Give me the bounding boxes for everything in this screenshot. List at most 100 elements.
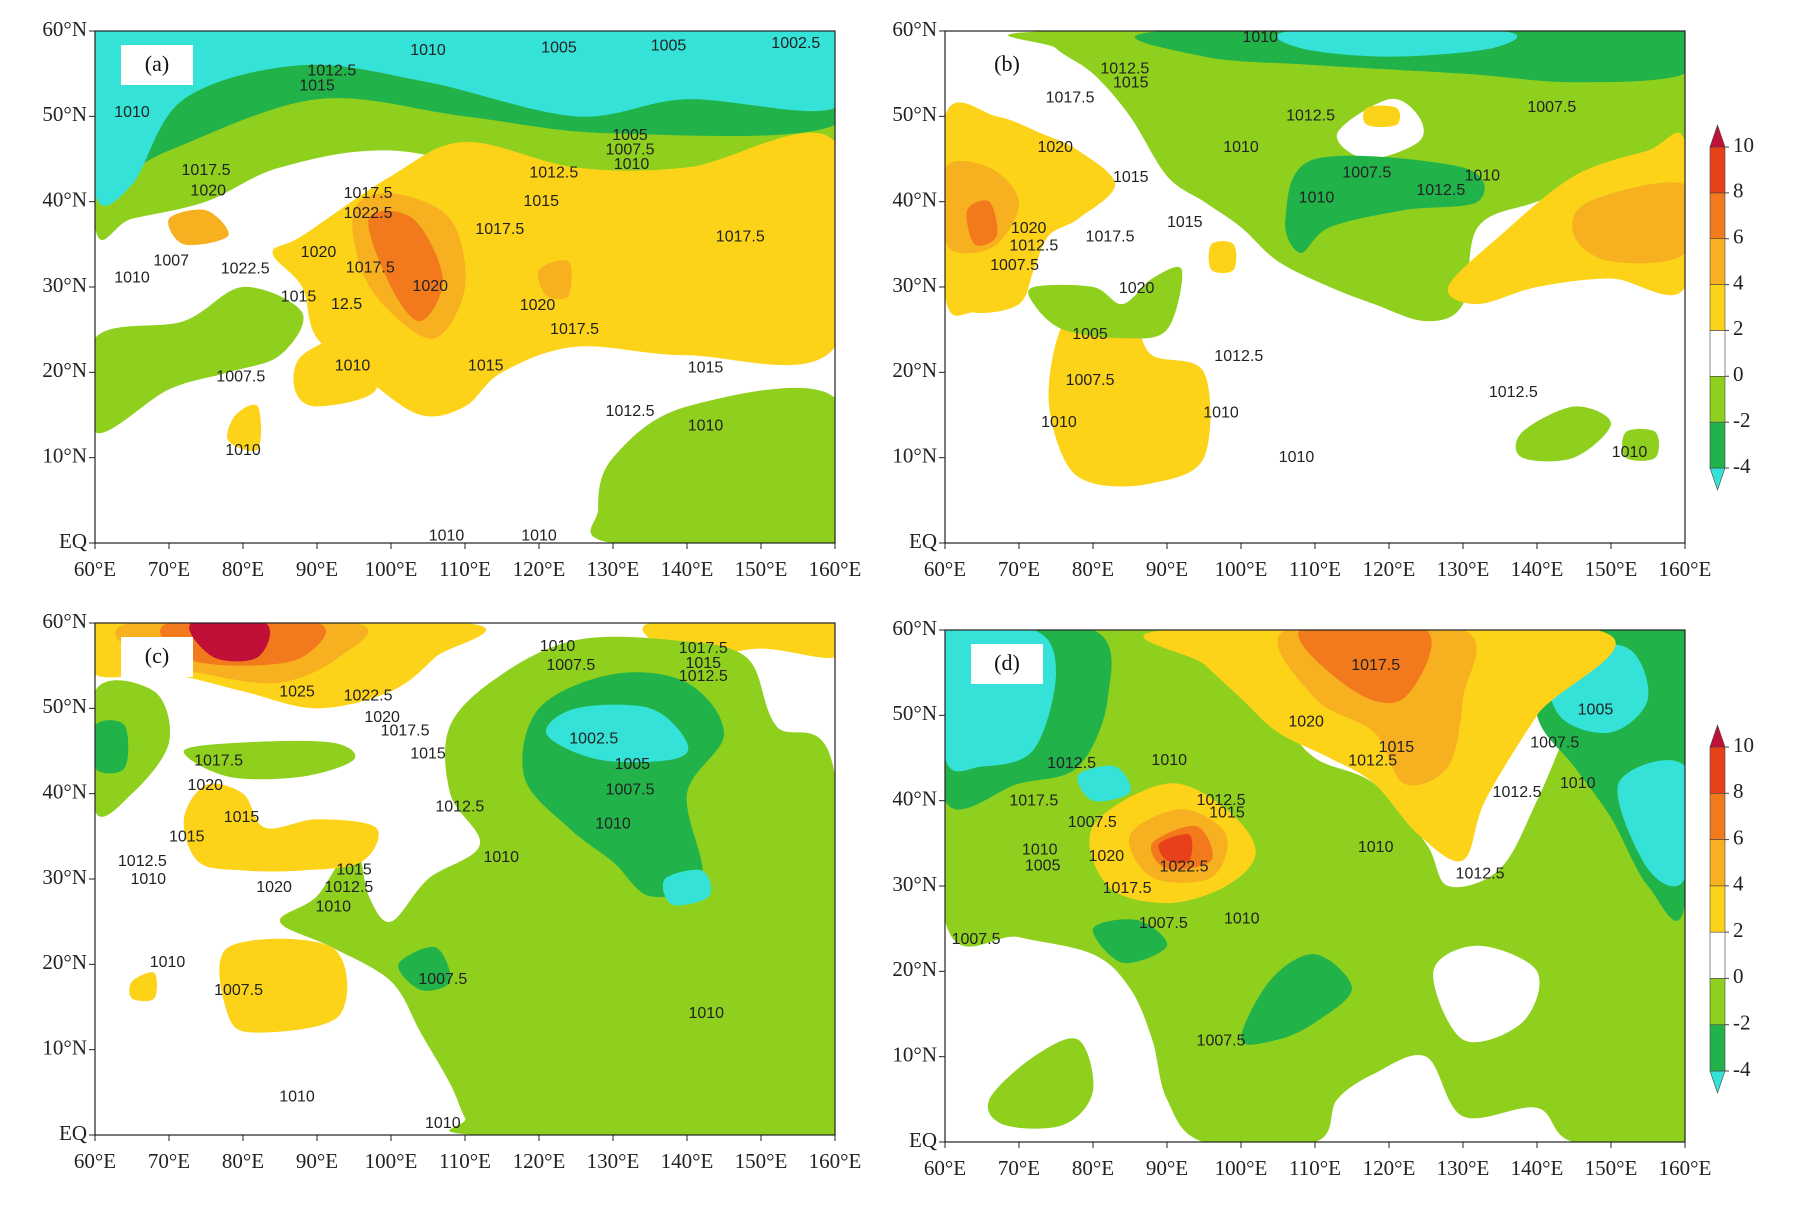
contour-label: 1012.5 bbox=[1047, 755, 1096, 772]
colorbar-segment bbox=[1709, 330, 1726, 377]
x-tick-label: 130°E bbox=[587, 557, 640, 581]
contour-label: 1017.5 bbox=[475, 221, 524, 238]
contour-label: 1015 bbox=[410, 746, 446, 763]
contour-label: 1010 bbox=[114, 104, 150, 121]
anomaly-region bbox=[1143, 630, 1616, 862]
contour-label: 1010 bbox=[688, 1005, 724, 1022]
anomaly-region bbox=[1388, 1064, 1449, 1119]
colorbar-segment bbox=[1709, 839, 1726, 887]
contour-label: 1017.5 bbox=[716, 229, 765, 246]
contour-label: 1007.5 bbox=[606, 781, 655, 798]
contour-label: 1020 bbox=[187, 777, 223, 794]
anomaly-region bbox=[1622, 428, 1660, 461]
contour-label: 1017.5 bbox=[1046, 90, 1095, 107]
contour-label: 1010 bbox=[540, 638, 576, 655]
x-tick-label: 150°E bbox=[1585, 1156, 1638, 1180]
panel-label: (d) bbox=[994, 650, 1020, 675]
contour-label: 1010 bbox=[429, 527, 465, 544]
y-tick-label: EQ bbox=[59, 1121, 87, 1145]
x-tick-label: 130°E bbox=[1437, 557, 1490, 581]
contour-label: 1012.5 bbox=[118, 853, 167, 870]
anomaly-region bbox=[1336, 98, 1424, 160]
contour-label: 1020 bbox=[1037, 139, 1073, 156]
colorbar-tick-label: 2 bbox=[1733, 316, 1744, 340]
anomaly-region bbox=[945, 102, 1116, 316]
y-tick-label: 50°N bbox=[892, 701, 937, 725]
y-tick-label: 30°N bbox=[42, 865, 87, 889]
colorbar-tick-label: 0 bbox=[1733, 362, 1744, 386]
contour-label: 1017.5 bbox=[194, 752, 243, 769]
contour-label: 1017.5 bbox=[1103, 880, 1152, 897]
contour-label: 1005 bbox=[1578, 701, 1614, 718]
y-tick-label: 60°N bbox=[42, 609, 87, 633]
y-tick-label: 50°N bbox=[42, 102, 87, 126]
y-tick-label: 20°N bbox=[42, 950, 87, 974]
colorbar-tick-label: -2 bbox=[1733, 408, 1751, 432]
contour-label: 1020 bbox=[190, 183, 226, 200]
contour-label: 1020 bbox=[364, 709, 400, 726]
x-tick-label: 140°E bbox=[1511, 557, 1564, 581]
x-tick-label: 160°E bbox=[1659, 1156, 1712, 1180]
anomaly-region bbox=[1363, 105, 1401, 127]
contour-label: 1022.5 bbox=[344, 688, 393, 705]
contour-label: 1020 bbox=[412, 278, 448, 295]
contour-label: 1010 bbox=[614, 156, 650, 173]
contour-label: 1010 bbox=[1203, 405, 1239, 422]
anomaly-region bbox=[398, 946, 451, 991]
contour-label: 1010 bbox=[595, 816, 631, 833]
contour-label: 1010 bbox=[150, 954, 186, 971]
contour-label: 1020 bbox=[1119, 280, 1155, 297]
contour-label: 1010 bbox=[315, 898, 351, 915]
contour-label: 1017.5 bbox=[550, 321, 599, 338]
contour-label: 1010 bbox=[1464, 167, 1500, 184]
contour-label: 1010 bbox=[688, 417, 724, 434]
colorbar-low bbox=[1709, 467, 1726, 491]
x-tick-label: 80°E bbox=[1072, 557, 1114, 581]
contour-label: 1020 bbox=[1089, 848, 1125, 865]
y-tick-label: 10°N bbox=[892, 443, 937, 467]
colorbar-high bbox=[1709, 124, 1726, 148]
anomaly-region bbox=[1048, 308, 1211, 487]
contour-label: 1012.5 bbox=[1286, 108, 1335, 125]
contour-label: 1012.5 bbox=[529, 165, 578, 182]
x-tick-label: 150°E bbox=[735, 1149, 788, 1173]
y-tick-label: 40°N bbox=[892, 786, 937, 810]
contour-label: 1015 bbox=[685, 655, 721, 672]
contour-label: 1015 bbox=[336, 862, 372, 879]
contour-label: 1017.5 bbox=[346, 259, 395, 276]
colorbar-high bbox=[1709, 724, 1726, 748]
anomaly-region bbox=[966, 200, 998, 246]
y-tick-label: 20°N bbox=[892, 358, 937, 382]
x-tick-label: 70°E bbox=[998, 1156, 1040, 1180]
x-tick-label: 130°E bbox=[587, 1149, 640, 1173]
contour-label: 1007.5 bbox=[1527, 99, 1576, 116]
x-tick-label: 110°E bbox=[1289, 557, 1341, 581]
colorbar-segment bbox=[1709, 284, 1726, 331]
x-tick-label: 110°E bbox=[1289, 1156, 1341, 1180]
contour-label: 1010 bbox=[1151, 752, 1187, 769]
anomaly-region bbox=[95, 680, 170, 817]
colorbar-segment bbox=[1709, 238, 1726, 285]
contour-label: 1010 bbox=[521, 527, 557, 544]
anomaly-region bbox=[183, 740, 356, 780]
contour-label: 1012.5 bbox=[1348, 753, 1397, 770]
contour-label: 1017.5 bbox=[1009, 793, 1058, 810]
y-tick-label: EQ bbox=[59, 529, 87, 553]
contour-label: 12.5 bbox=[331, 296, 362, 313]
contour-label: 1012.5 bbox=[307, 62, 356, 79]
contour-label: 1015 bbox=[169, 828, 205, 845]
contour-label: 1015 bbox=[1379, 739, 1415, 756]
contour-label: 1010 bbox=[1224, 910, 1260, 927]
anomaly-region bbox=[545, 704, 689, 763]
anomaly-region bbox=[1617, 760, 1685, 887]
x-tick-label: 150°E bbox=[1585, 557, 1638, 581]
contour-label: 1012.5 bbox=[1416, 182, 1465, 199]
y-tick-label: 40°N bbox=[42, 187, 87, 211]
x-tick-label: 90°E bbox=[1146, 557, 1188, 581]
y-tick-label: 30°N bbox=[892, 273, 937, 297]
panel-label-box bbox=[121, 637, 193, 677]
colorbar-tick-label: 4 bbox=[1733, 872, 1744, 896]
y-tick-label: 30°N bbox=[892, 872, 937, 896]
y-tick-label: 50°N bbox=[892, 102, 937, 126]
panel-label-box bbox=[971, 45, 1043, 85]
